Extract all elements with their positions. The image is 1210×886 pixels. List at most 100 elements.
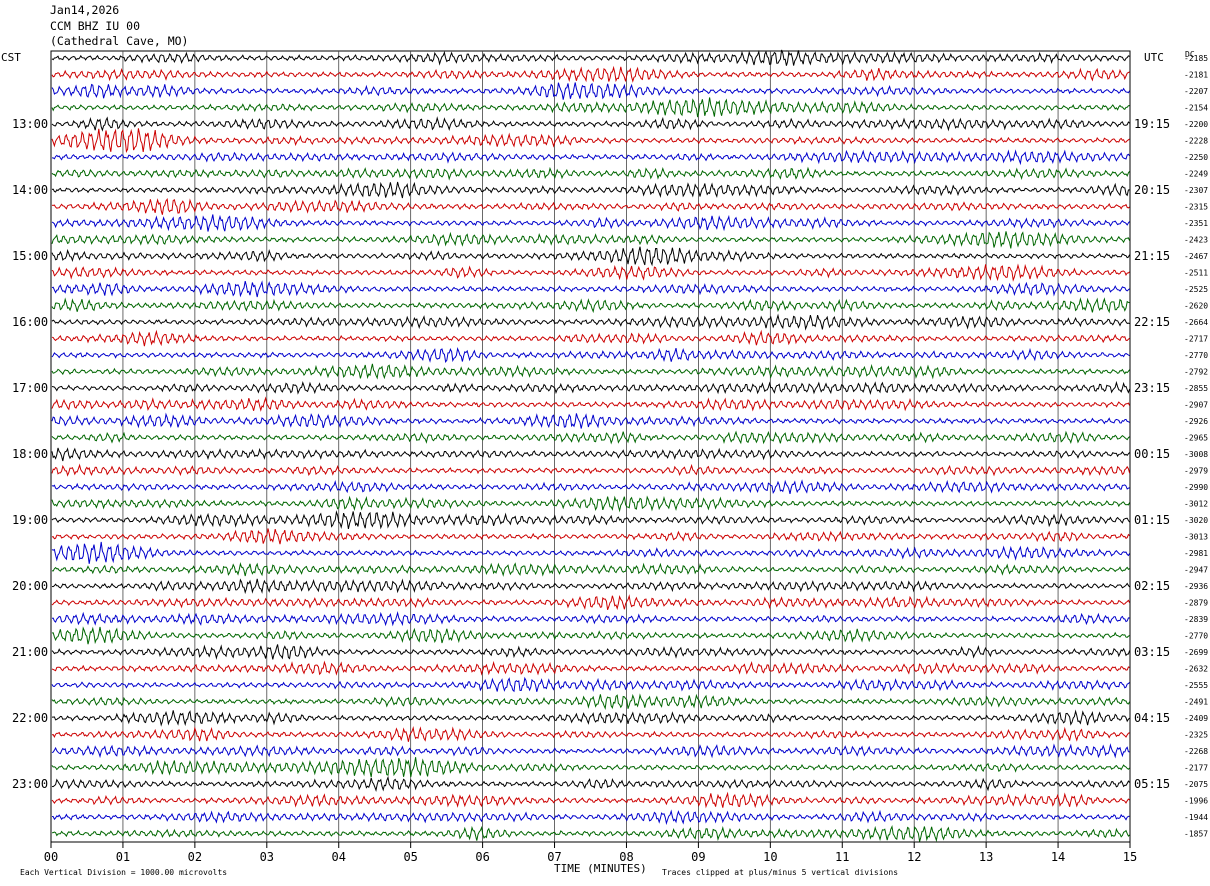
dc-offset-label: -3020: [1184, 516, 1208, 525]
x-tick-label: 14: [1051, 850, 1065, 864]
dc-offset-label: -2981: [1184, 549, 1208, 558]
trace-row: [51, 363, 1130, 380]
trace-row: [52, 709, 1130, 727]
trace-row: [51, 644, 1131, 660]
x-axis-title: TIME (MINUTES): [554, 862, 647, 875]
trace-row: [51, 346, 1130, 363]
dc-offset-label: -2177: [1184, 764, 1208, 773]
dc-offset-label: -2325: [1184, 731, 1208, 740]
dc-offset-label: -2200: [1184, 120, 1208, 129]
trace-row: [51, 611, 1130, 627]
trace-row: [51, 280, 1130, 298]
trace-row: [52, 149, 1130, 166]
dc-offset-label: -2717: [1184, 335, 1208, 344]
trace-row: [51, 757, 1130, 778]
x-tick-label: 07: [547, 850, 561, 864]
trace-row: [51, 297, 1130, 314]
dc-offset-label: -2249: [1184, 170, 1208, 179]
dc-offset-label: -2075: [1184, 780, 1208, 789]
right-hour-label: 04:15: [1134, 711, 1170, 725]
left-hour-label: 14:00: [12, 183, 48, 197]
right-hour-label: 21:15: [1134, 249, 1170, 263]
dc-offset-label: -2154: [1184, 104, 1208, 113]
dc-offset-label: -3008: [1184, 450, 1208, 459]
dc-offset-label: -1857: [1184, 830, 1208, 839]
x-tick-label: 00: [44, 850, 58, 864]
dc-offset-label: -2250: [1184, 153, 1208, 162]
x-tick-label: 08: [619, 850, 633, 864]
trace-row: [51, 447, 1130, 462]
dc-offset-label: -2351: [1184, 219, 1208, 228]
dc-offset-label: -2555: [1184, 681, 1208, 690]
right-hour-label: 23:15: [1134, 381, 1170, 395]
dc-offset-label: -2423: [1184, 236, 1208, 245]
trace-row: [51, 809, 1130, 826]
trace-row: [51, 329, 1130, 347]
trace-row: [51, 495, 1131, 513]
trace-row: [51, 541, 1131, 564]
left-hour-label: 18:00: [12, 447, 48, 461]
trace-row: [51, 214, 1130, 232]
trace-row: [51, 594, 1131, 611]
trace-row: [51, 82, 1131, 100]
plot-frame: [50, 50, 1131, 843]
right-hour-label: 02:15: [1134, 579, 1170, 593]
right-hour-label: 05:15: [1134, 777, 1170, 791]
trace-row: [51, 430, 1130, 445]
dc-offset-label: -2770: [1184, 351, 1208, 360]
trace-row: [51, 49, 1130, 66]
trace-row: [51, 528, 1130, 545]
trace-row: [51, 626, 1130, 645]
dc-offset-label: -2979: [1184, 467, 1208, 476]
left-hour-label: 22:00: [12, 711, 48, 725]
clip-note: Traces clipped at plus/minus 5 vertical …: [662, 868, 899, 877]
dc-offset-label: -2315: [1184, 203, 1208, 212]
dc-offset-label: -2699: [1184, 648, 1208, 657]
right-hour-label: 00:15: [1134, 447, 1170, 461]
dc-offset-label: -2855: [1184, 384, 1208, 393]
dc-offset-label: -2907: [1184, 401, 1208, 410]
dc-offset-label: -2839: [1184, 615, 1208, 624]
dc-offset-label: -3012: [1184, 500, 1208, 509]
left-hour-label: 17:00: [12, 381, 48, 395]
x-tick-label: 12: [907, 850, 921, 864]
x-tick-label: 10: [763, 850, 777, 864]
trace-row: [51, 578, 1130, 595]
dc-offset-label: -1944: [1184, 813, 1208, 822]
x-tick-label: 02: [188, 850, 202, 864]
trace-row: [51, 791, 1130, 809]
right-hour-label: 03:15: [1134, 645, 1170, 659]
right-hour-label: 20:15: [1134, 183, 1170, 197]
x-tick-label: 05: [403, 850, 417, 864]
dc-offset-label: -2947: [1184, 566, 1208, 575]
left-hour-label: 15:00: [12, 249, 48, 263]
dc-offset-label: -2491: [1184, 698, 1208, 707]
dc-label: DC: [1185, 50, 1195, 59]
left-hour-label: 16:00: [12, 315, 48, 329]
dc-offset-label: -2409: [1184, 714, 1208, 723]
dc-offset-label: -2207: [1184, 87, 1208, 96]
trace-row: [51, 775, 1130, 793]
dc-offset-label: -2770: [1184, 632, 1208, 641]
dc-offset-label: -2990: [1184, 483, 1208, 492]
x-tick-label: 04: [332, 850, 346, 864]
trace-row: [51, 660, 1130, 676]
dc-offset-label: -2792: [1184, 368, 1208, 377]
trace-row: [51, 181, 1130, 199]
trace-row: [51, 510, 1130, 530]
trace-row: [51, 116, 1130, 132]
trace-row: [51, 562, 1130, 577]
header-station: CCM BHZ IU 00: [50, 19, 141, 33]
dc-offset-label: -1996: [1184, 797, 1208, 806]
dc-offset-label: -2307: [1184, 186, 1208, 195]
trace-row: [51, 743, 1130, 759]
trace-row: [51, 380, 1131, 396]
right-timezone-label: UTC: [1144, 51, 1164, 64]
right-hour-label: 19:15: [1134, 117, 1170, 131]
left-hour-label: 19:00: [12, 513, 48, 527]
trace-row: [51, 231, 1131, 249]
trace-row: [51, 198, 1130, 215]
trace-row: [51, 313, 1130, 331]
dc-offset-label: -2467: [1184, 252, 1208, 261]
